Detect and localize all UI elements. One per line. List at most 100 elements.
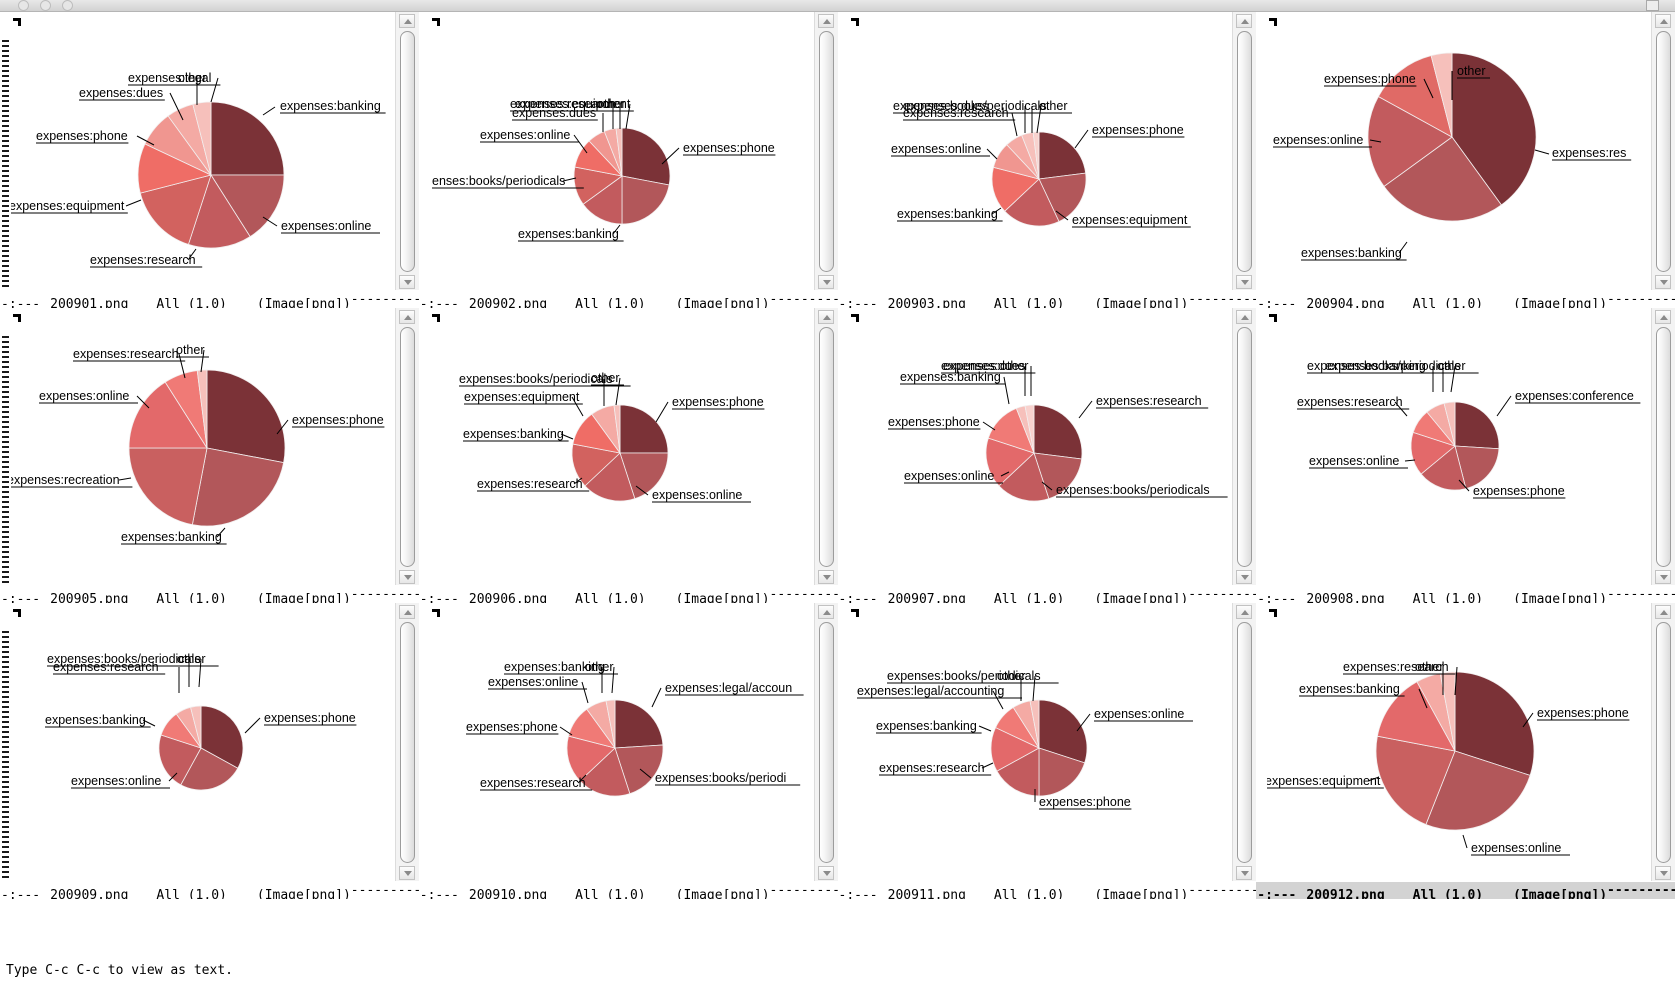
mode-line[interactable]: -:--- 200907.png All (1,0) (Image[png])----… [837, 585, 1257, 604]
scrollbar-thumb[interactable] [818, 622, 834, 863]
image-buffer-canvas[interactable]: expenses:research expenses:books/periodic… [848, 307, 1233, 587]
scrollbar-thumb[interactable] [818, 31, 834, 272]
mode-line[interactable]: -:--- 200901.png All (1,0) (Image[png])----… [0, 289, 419, 308]
image-buffer-canvas[interactable]: expenses:phone expenses:online expenses:re… [429, 307, 814, 587]
emacs-window-200909[interactable]: expenses:phone expenses:online expenses:ba… [0, 603, 419, 899]
scroll-up-arrow-icon[interactable] [1236, 14, 1253, 28]
image-buffer-canvas[interactable]: expenses:phone expenses:banking expenses:r… [11, 307, 395, 587]
scroll-down-arrow-icon[interactable] [817, 570, 834, 585]
emacs-window-200902[interactable]: expenses:phone expenses:banking enses:book… [418, 12, 838, 308]
mode-line[interactable]: -:--- 200912.png All (1,0) (Image[png])----… [1256, 880, 1675, 899]
emacs-window-200907[interactable]: expenses:research expenses:books/periodic… [837, 307, 1257, 604]
scrollbar-thumb[interactable] [1656, 622, 1671, 863]
vertical-scrollbar[interactable] [813, 12, 838, 291]
vertical-scrollbar[interactable] [1232, 12, 1257, 291]
pie-label-leader-line [982, 421, 995, 431]
vertical-scrollbar[interactable] [394, 603, 419, 882]
scroll-up-arrow-icon[interactable] [398, 309, 415, 324]
emacs-window-200908[interactable]: expenses:conference expenses:phone expense… [1256, 307, 1675, 604]
vertical-scrollbar[interactable] [1651, 12, 1675, 291]
vertical-scrollbar[interactable] [813, 307, 838, 587]
scroll-up-arrow-icon[interactable] [398, 605, 415, 620]
mode-line[interactable]: -:--- 200906.png All (1,0) (Image[png])----… [418, 585, 838, 604]
scroll-down-arrow-icon[interactable] [1655, 570, 1671, 585]
scrollbar-thumb[interactable] [399, 326, 415, 568]
mode-line[interactable]: -:--- 200903.png All (1,0) (Image[png])----… [837, 289, 1257, 308]
mode-line[interactable]: -:--- 200902.png All (1,0) (Image[png])----… [418, 289, 838, 308]
toolbar-dot-1-icon[interactable] [18, 0, 29, 11]
emacs-window-200912[interactable]: expenses:phone expenses:online expenses:eq… [1256, 603, 1675, 899]
mode-line[interactable]: -:--- 200909.png All (1,0) (Image[png])----… [0, 880, 419, 899]
scroll-down-arrow-icon[interactable] [1236, 274, 1253, 289]
mode-line[interactable]: -:--- 200910.png All (1,0) (Image[png])----… [418, 880, 838, 899]
emacs-window-200905[interactable]: expenses:phone expenses:banking expenses:r… [0, 307, 419, 604]
scrollbar-thumb[interactable] [1237, 622, 1253, 863]
scrollbar-thumb[interactable] [818, 326, 834, 568]
image-buffer-canvas[interactable]: expenses:res other expenses:phone expenses:… [1267, 12, 1651, 291]
scrollbar-thumb[interactable] [399, 31, 415, 272]
pie-slice [206, 369, 286, 463]
emacs-window-200901[interactable]: expenses:banking expenses:online expenses:… [0, 12, 419, 308]
image-buffer-canvas[interactable]: expenses:phone expenses:equipment expenses… [848, 12, 1233, 291]
image-buffer-canvas[interactable]: expenses:phone expenses:online expenses:ba… [11, 603, 395, 882]
pie-label-leader-line [210, 77, 219, 103]
mode-line[interactable]: -:--- 200905.png All (1,0) (Image[png])----… [0, 585, 419, 604]
emacs-window-200911[interactable]: expenses:online expenses:phone expenses:re… [837, 603, 1257, 899]
scroll-up-arrow-icon[interactable] [817, 14, 834, 28]
scroll-up-arrow-icon[interactable] [398, 14, 415, 28]
mode-line[interactable]: -:--- 200911.png All (1,0) (Image[png])----… [837, 880, 1257, 899]
scrollbar-thumb[interactable] [1237, 31, 1253, 272]
image-buffer-canvas[interactable]: expenses:legal/accoun expenses:books/peri… [429, 603, 814, 882]
scrollbar-thumb[interactable] [1237, 326, 1253, 568]
pie-label-leader-line [1454, 667, 1458, 696]
image-buffer-canvas[interactable]: expenses:online expenses:phone expenses:re… [848, 603, 1233, 882]
image-buffer-canvas[interactable]: expenses:phone expenses:banking enses:book… [429, 12, 814, 291]
mode-line[interactable]: -:--- 200908.png All (1,0) (Image[png])----… [1256, 585, 1675, 604]
scroll-up-arrow-icon[interactable] [1655, 605, 1671, 620]
scrollbar-thumb[interactable] [399, 622, 415, 863]
image-buffer-canvas[interactable]: expenses:phone expenses:online expenses:eq… [1267, 603, 1651, 882]
scroll-up-arrow-icon[interactable] [1655, 309, 1671, 324]
vertical-scrollbar[interactable] [394, 12, 419, 291]
scroll-down-arrow-icon[interactable] [817, 865, 834, 880]
scroll-down-arrow-icon[interactable] [398, 570, 415, 585]
image-buffer-canvas[interactable]: expenses:conference expenses:phone expense… [1267, 307, 1651, 587]
image-buffer-canvas[interactable]: expenses:banking expenses:online expenses:… [11, 12, 395, 291]
mode-line-filler: ------------------------------ [1188, 587, 1256, 603]
scrollbar-thumb[interactable] [1656, 326, 1671, 568]
pie-slice-label: expenses:dues [941, 359, 1025, 373]
scroll-down-arrow-icon[interactable] [1655, 865, 1671, 880]
toolbar-window-icon[interactable] [1646, 0, 1659, 11]
vertical-scrollbar[interactable] [1651, 603, 1675, 882]
scroll-down-arrow-icon[interactable] [398, 865, 415, 880]
vertical-scrollbar[interactable] [394, 307, 419, 587]
scroll-up-arrow-icon[interactable] [1236, 309, 1253, 324]
mode-line-filler: ------------------------------ [769, 587, 838, 603]
emacs-window-200910[interactable]: expenses:legal/accoun expenses:books/peri… [418, 603, 838, 899]
scroll-down-arrow-icon[interactable] [817, 274, 834, 289]
scroll-down-arrow-icon[interactable] [1236, 865, 1253, 880]
scroll-down-arrow-icon[interactable] [1655, 274, 1671, 289]
pie-slice-label: expenses:research [1096, 394, 1202, 408]
scroll-up-arrow-icon[interactable] [1236, 605, 1253, 620]
scroll-up-arrow-icon[interactable] [1655, 14, 1671, 28]
scroll-up-arrow-icon[interactable] [817, 605, 834, 620]
emacs-window-200904[interactable]: expenses:res other expenses:phone expenses:… [1256, 12, 1675, 308]
vertical-scrollbar[interactable] [1232, 603, 1257, 882]
mode-line[interactable]: -:--- 200904.png All (1,0) (Image[png])----… [1256, 289, 1675, 308]
emacs-window-200906[interactable]: expenses:phone expenses:online expenses:re… [418, 307, 838, 604]
toolbar-dot-3-icon[interactable] [62, 0, 73, 11]
emacs-window-200903[interactable]: expenses:phone expenses:equipment expenses… [837, 12, 1257, 308]
toolbar-dot-2-icon[interactable] [40, 0, 51, 11]
scroll-down-arrow-icon[interactable] [1236, 570, 1253, 585]
pie-slice-label: expenses:phone [1092, 123, 1184, 137]
mode-line-position: All (1,0) [1412, 296, 1484, 308]
scrollbar-thumb[interactable] [1656, 31, 1671, 272]
scroll-up-arrow-icon[interactable] [817, 309, 834, 324]
vertical-scrollbar[interactable] [1651, 307, 1675, 587]
vertical-scrollbar[interactable] [1232, 307, 1257, 587]
echo-area: Type C-c C-c to view as text. [0, 959, 1675, 1004]
scroll-down-arrow-icon[interactable] [398, 274, 415, 289]
vertical-scrollbar[interactable] [813, 603, 838, 882]
pie-slice [1454, 671, 1535, 777]
